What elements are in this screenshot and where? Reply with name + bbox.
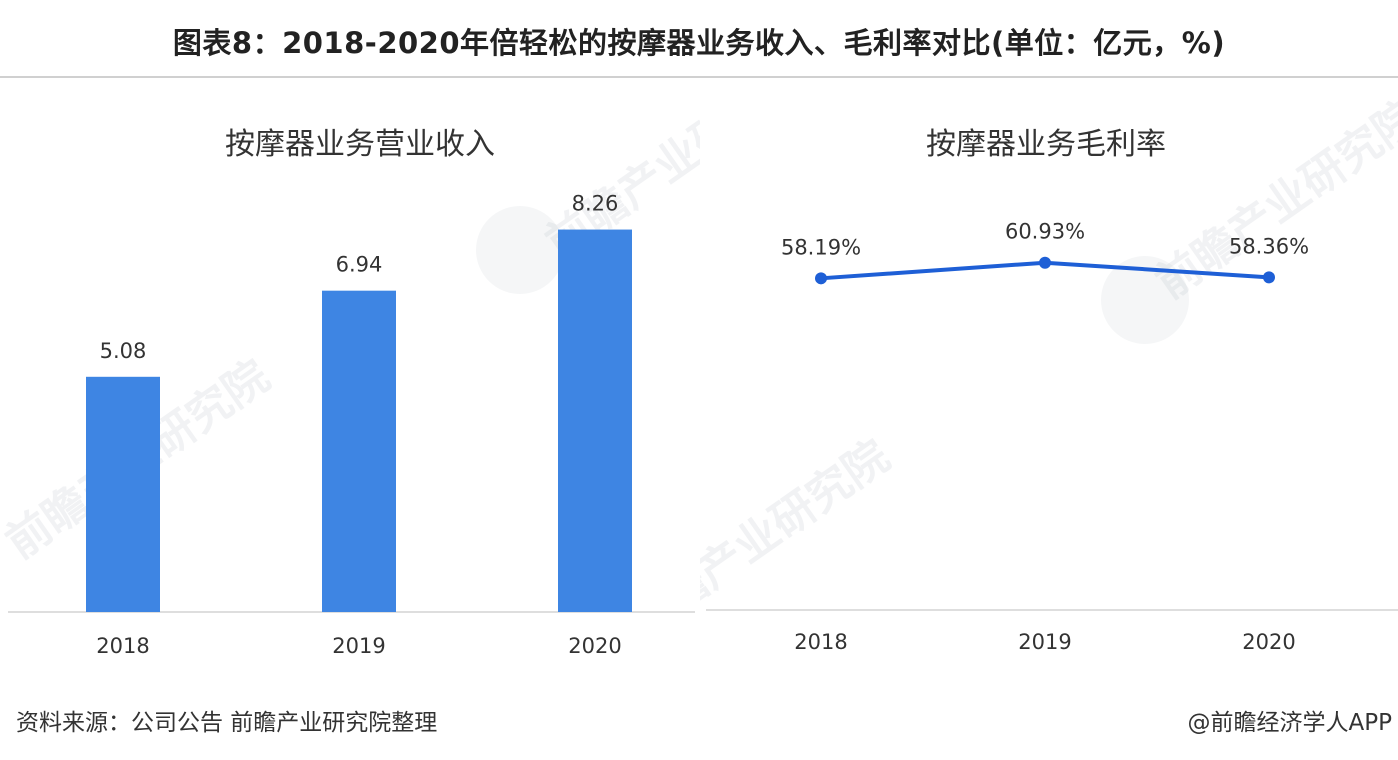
margin-point-2018 bbox=[815, 272, 827, 285]
revenue-bar-chart: 前瞻产业研究院 前瞻产业研究院 按摩器业务营业收入 5.0820186.9420… bbox=[0, 51, 700, 658]
revenue-bar-2020 bbox=[558, 229, 632, 612]
figure-title: 图表8：2018-2020年倍轻松的按摩器业务收入、毛利率对比(单位：亿元，%) bbox=[172, 26, 1226, 60]
margin-line-chart: 前瞻产业研究院 前瞻产业研究院 按摩器业务毛利率 58.19% 2018 60.93… bbox=[700, 91, 1398, 654]
publisher-credit: @前瞻经济学人APP bbox=[1187, 710, 1392, 736]
revenue-data-label-2018: 5.08 bbox=[100, 339, 147, 363]
revenue-data-label-2019: 6.94 bbox=[336, 253, 383, 277]
margin-point-2019 bbox=[1039, 256, 1051, 269]
margin-chart-title: 按摩器业务毛利率 bbox=[926, 127, 1166, 162]
margin-data-label-2018: 58.19% bbox=[781, 235, 861, 259]
margin-x-tick-2020: 2020 bbox=[1242, 630, 1295, 654]
source-note: 资料来源：公司公告 前瞻产业研究院整理 bbox=[16, 710, 438, 736]
margin-data-label-2020: 58.36% bbox=[1229, 234, 1309, 258]
revenue-bar-2019 bbox=[322, 290, 396, 612]
watermark-logo-icon bbox=[476, 206, 564, 294]
revenue-data-label-2020: 8.26 bbox=[572, 192, 619, 216]
title-divider bbox=[0, 76, 1398, 78]
revenue-x-tick-2019: 2019 bbox=[332, 634, 385, 658]
watermark-layer: 前瞻产业研究院 前瞻产业研究院 bbox=[700, 91, 1398, 649]
revenue-x-tick-2020: 2020 bbox=[568, 634, 621, 658]
watermark-text: 前瞻产业研究院 bbox=[700, 431, 899, 649]
margin-x-tick-2018: 2018 bbox=[794, 630, 847, 654]
margin-point-2020 bbox=[1263, 271, 1275, 284]
revenue-x-tick-2018: 2018 bbox=[96, 634, 149, 658]
revenue-bar-2018 bbox=[86, 376, 160, 612]
margin-data-label-2019: 60.93% bbox=[1005, 220, 1085, 244]
margin-x-tick-2019: 2019 bbox=[1018, 630, 1071, 654]
watermark-logo-icon bbox=[1101, 256, 1189, 344]
revenue-chart-title: 按摩器业务营业收入 bbox=[225, 127, 495, 162]
